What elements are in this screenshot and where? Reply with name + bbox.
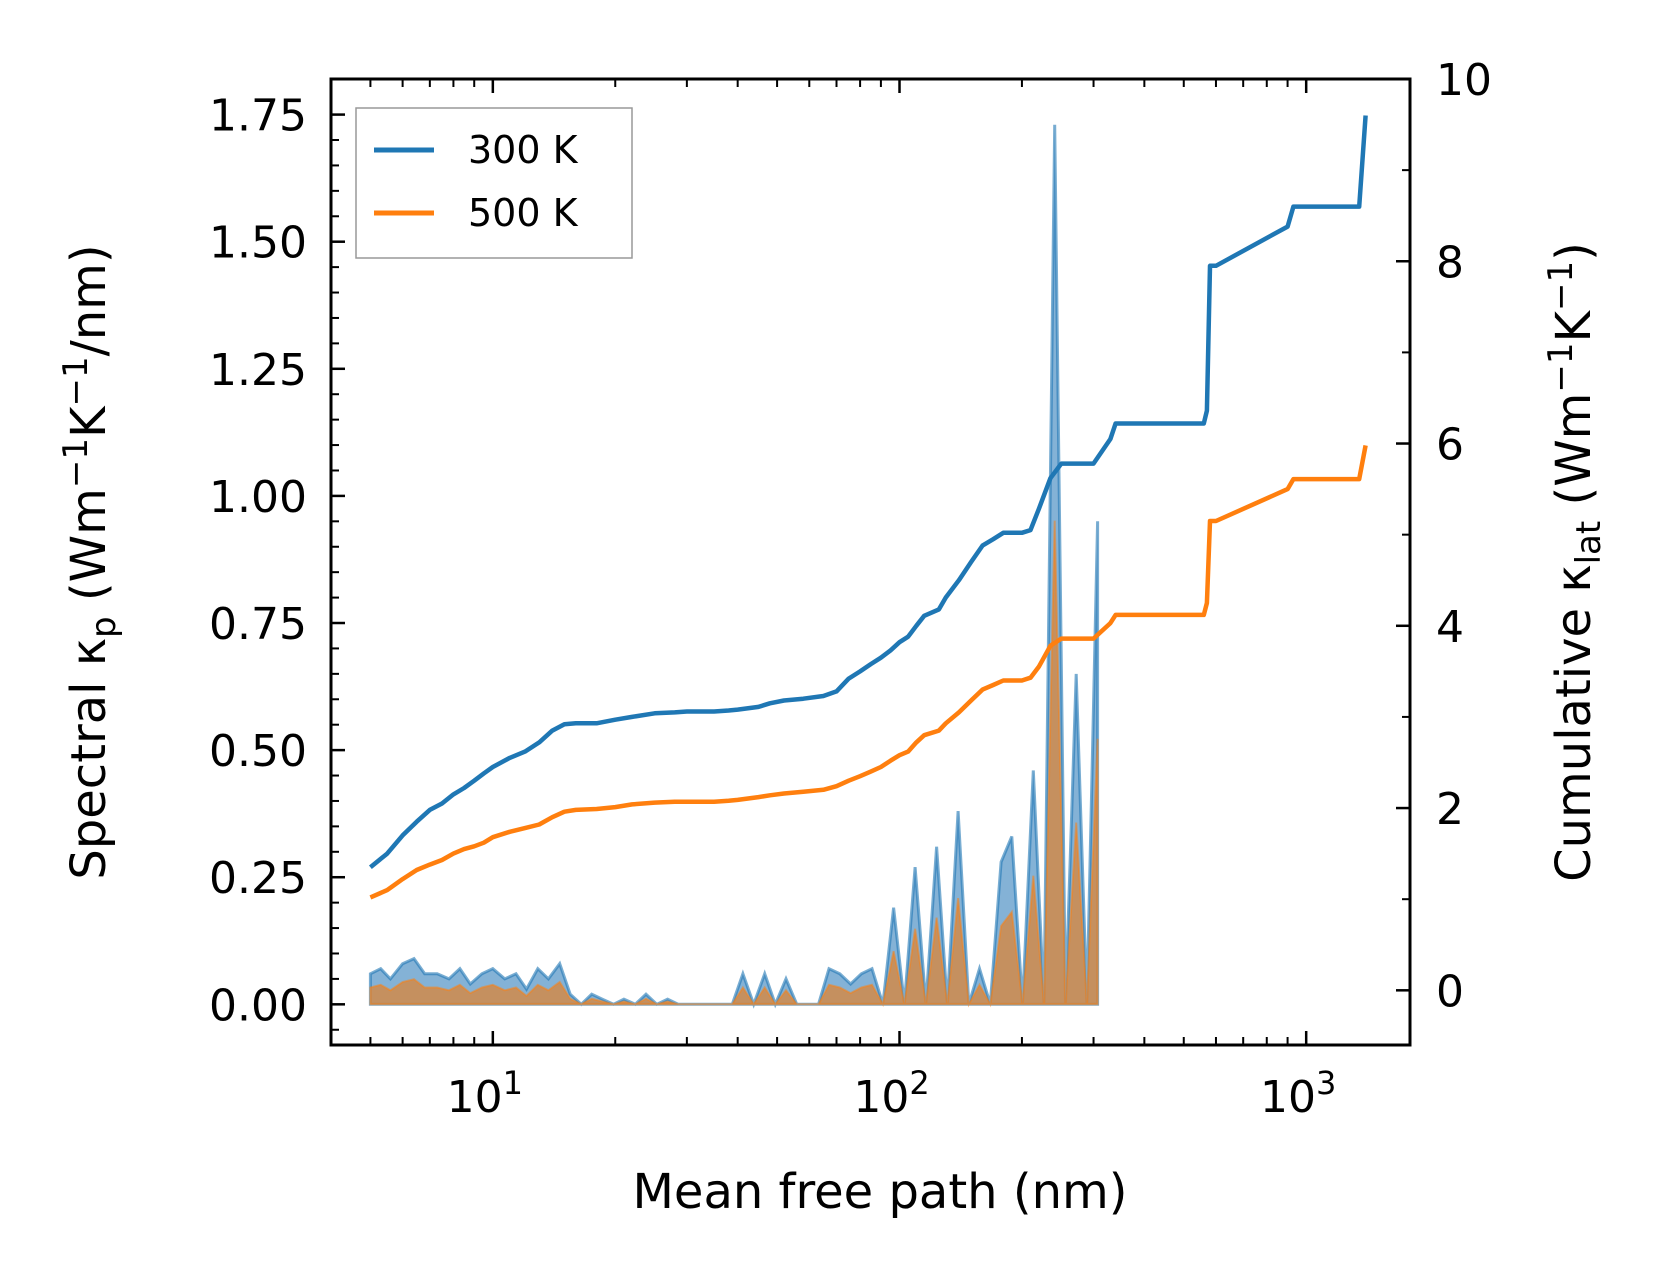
legend-label-500k: 500 K [468,191,579,235]
cumulative-line-500k [369,444,1368,900]
cumulative-layer [368,115,1368,900]
left-axis-title: Spectral κp (Wm−1K−1/nm) [56,244,124,879]
y-left-tick-label: 1.00 [209,472,307,523]
y-left-tick-label: 1.75 [209,91,307,142]
left-axis-label: Spectral κp (Wm−1K−1/nm) [56,244,124,879]
y-left-tick-label: 1.25 [209,345,307,396]
spectral-layer [368,124,1100,1009]
x-axis-label: Mean free path (nm) [633,1164,1128,1220]
y-right-tick-label: 0 [1436,966,1464,1017]
x-tick-label: 103 [1260,1064,1336,1123]
legend-label-300k: 300 K [468,128,579,172]
y-right-tick-label: 2 [1436,784,1464,835]
x-tick-label: 102 [853,1064,929,1123]
y-right-tick-label: 6 [1436,420,1464,471]
y-left-tick-label: 0.00 [209,980,307,1031]
y-left-tick-label: 0.75 [209,599,307,650]
spectral-area-500k [369,520,1099,1008]
plot-frame [329,77,1412,1047]
legend-box [355,107,633,259]
y-left-tick-label: 1.50 [209,218,307,269]
right-axis-label: Cumulative κlat (Wm−1K−1) [1541,242,1609,882]
ticks-layer: 101 102 1030.000.250.500.751.001.251.501.7… [209,55,1492,1123]
y-right-tick-label: 10 [1436,55,1492,106]
cumulative-line-300k [368,115,1368,870]
y-right-tick-label: 8 [1436,237,1464,288]
right-axis-title: Cumulative κlat (Wm−1K−1) [1541,242,1609,882]
x-tick-label: 101 [447,1064,523,1123]
y-left-tick-label: 0.25 [209,853,307,904]
legend: 300 K 500 K [355,107,633,259]
x-axis-title: Mean free path (nm) [633,1164,1128,1220]
y-right-tick-label: 4 [1436,602,1464,653]
spectral-area-300k [368,124,1100,1009]
y-left-tick-label: 0.50 [209,726,307,777]
